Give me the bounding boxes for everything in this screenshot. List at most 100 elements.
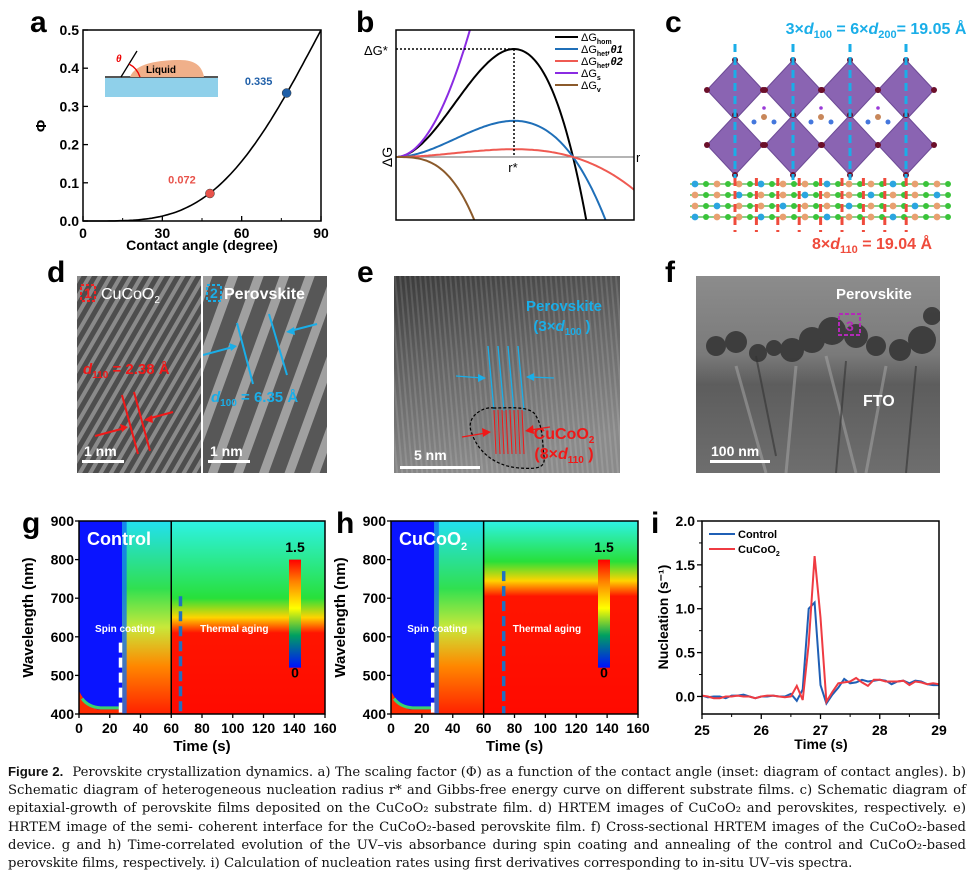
atom [735, 180, 743, 188]
fa-cation [865, 119, 871, 125]
region-number: 2 [210, 285, 218, 301]
legend-label: ΔGs [581, 68, 601, 82]
x-tick-label: 90 [313, 225, 329, 241]
figure-caption: Figure 2. Perovskite crystallization dyn… [8, 763, 966, 873]
fto-label: FTO [863, 393, 895, 410]
atom [779, 213, 787, 221]
atom [933, 180, 941, 188]
atom [762, 87, 768, 93]
y-axis-label: Φ [33, 120, 50, 132]
early-absorbance [79, 690, 123, 714]
y-axis-label: Nucleation (s⁻¹) [655, 565, 671, 670]
y-tick-label: 500 [363, 667, 387, 683]
curve-dg-v [396, 156, 476, 220]
d-spacing-label: d110 = 2.38 Å [83, 361, 170, 381]
atom [875, 87, 881, 93]
x-tick-label: 140 [283, 720, 307, 736]
panel-label-a: a [30, 6, 47, 39]
caption-line: perovskite films deposited on the CuCoO₂… [8, 801, 966, 835]
atom [747, 192, 753, 198]
caption-line: diagram of heterogeneous nucleation radi… [8, 783, 966, 817]
caption-line: nucleation rates using first derivatives… [321, 856, 853, 872]
material-label: CuCoO2 [101, 286, 160, 306]
y-tick-label: 0.0 [60, 213, 80, 229]
atom [857, 203, 863, 209]
x-axis-label: Contact angle (degree) [126, 237, 278, 253]
y-tick-label: 0.2 [60, 137, 80, 153]
curve-dg-het-theta1 [396, 119, 607, 220]
atom [735, 202, 743, 210]
scale-bar-label: 100 nm [711, 443, 759, 459]
data-point-label: 0.072 [168, 174, 196, 186]
atom [757, 180, 765, 188]
atom [857, 181, 863, 187]
atom [835, 214, 841, 220]
perovskite-spacing-label: 3×d100 = 6×d200= 19.05 Å [786, 19, 967, 41]
legend-label-control: Control [738, 529, 777, 541]
panel-label-e: e [357, 256, 374, 289]
atom [823, 213, 831, 221]
atom [703, 192, 709, 198]
y-tick-label: 600 [51, 629, 75, 645]
sample-label: Control [87, 529, 151, 549]
chart-scaling-factor: 0 30 60 90 0.0 0.1 0.2 0.3 0.4 0.5 θ Liquid 0.072… [33, 22, 329, 253]
atom [801, 202, 809, 210]
atom [823, 202, 831, 210]
atom [691, 213, 699, 221]
x-tick-label: 100 [534, 720, 558, 736]
data-point [281, 88, 292, 98]
fa-cation [762, 106, 766, 110]
atom [735, 213, 743, 221]
region-label-spin-coating: Spin coating [95, 624, 155, 635]
atom [691, 191, 699, 199]
atom [704, 87, 710, 93]
atom [931, 87, 937, 93]
x-tick-label: 120 [252, 720, 276, 736]
atom [923, 214, 929, 220]
panel-label-b: b [356, 6, 375, 39]
y-tick-label: 800 [363, 552, 387, 568]
atom [703, 214, 709, 220]
y-tick-label: 0.3 [60, 98, 80, 114]
colorbar-min-label: 0 [600, 664, 608, 680]
atom [703, 181, 709, 187]
x-tick-label: 80 [507, 720, 523, 736]
atom [713, 202, 721, 210]
colorbar-max-label: 1.5 [594, 539, 614, 555]
x-tick-label: 30 [155, 225, 171, 241]
x-tick-label: 20 [102, 720, 118, 736]
atom [747, 181, 753, 187]
fa-cation [876, 106, 880, 110]
fa-cation [885, 119, 891, 125]
colorbar [598, 559, 610, 668]
atom [725, 192, 731, 198]
atom [923, 192, 929, 198]
atom [791, 214, 797, 220]
atom [945, 203, 951, 209]
scale-bar-label: 1 nm [210, 443, 243, 459]
atom [911, 180, 919, 188]
x-tick-label: 80 [194, 720, 210, 736]
atom [791, 203, 797, 209]
caption-line: evolution of the UV–vis absorbance durin… [8, 837, 966, 872]
atom [757, 213, 765, 221]
atom [725, 203, 731, 209]
perovskite-octahedra [704, 57, 937, 178]
y-tick-label: 2.0 [676, 513, 696, 529]
panel-label-c: c [665, 6, 682, 39]
legend: Control CuCoO2 [709, 529, 780, 558]
atom [845, 213, 853, 221]
colorbar-max-label: 1.5 [285, 539, 305, 555]
hrtem-interface: Perovskite (3×d100 ) CuCoO2 (8×d110 ) 5 … [394, 276, 620, 473]
curve-dg-het-theta2 [396, 148, 634, 191]
atom [823, 191, 831, 199]
atom [813, 203, 819, 209]
atom [875, 142, 881, 148]
atom [823, 180, 831, 188]
atom [779, 202, 787, 210]
spin-region-edge [122, 521, 127, 714]
atom [845, 191, 853, 199]
panel-label-d: d [47, 256, 66, 289]
legend-label: ΔGhet,θ2 [581, 56, 623, 70]
